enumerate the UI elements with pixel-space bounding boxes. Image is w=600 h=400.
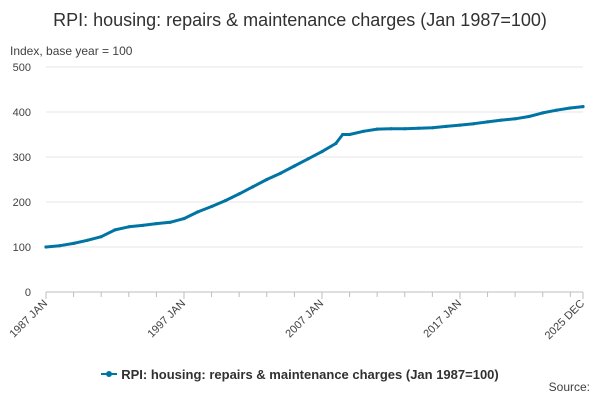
data-point bbox=[581, 105, 585, 109]
data-point bbox=[113, 228, 117, 232]
data-point bbox=[306, 157, 310, 161]
data-point bbox=[44, 245, 48, 249]
data-point bbox=[127, 225, 131, 229]
data-point bbox=[389, 127, 393, 131]
data-point bbox=[486, 120, 490, 124]
data-point bbox=[458, 123, 462, 127]
x-tick-label: 1997 JAN bbox=[145, 298, 188, 341]
legend-label: RPI: housing: repairs & maintenance char… bbox=[121, 366, 499, 382]
data-point bbox=[527, 114, 531, 119]
data-point bbox=[513, 117, 517, 121]
y-tick-label: 200 bbox=[13, 197, 31, 209]
legend[interactable]: RPI: housing: repairs & maintenance char… bbox=[0, 366, 600, 382]
data-point bbox=[196, 210, 200, 214]
x-tick-label: 2025 DEC bbox=[543, 298, 587, 342]
data-point bbox=[141, 223, 145, 227]
data-point bbox=[568, 106, 572, 110]
data-point bbox=[99, 235, 103, 239]
data-point bbox=[320, 150, 324, 154]
data-point bbox=[251, 185, 255, 189]
data-point bbox=[499, 118, 503, 122]
data-point bbox=[348, 132, 352, 137]
chart-title: RPI: housing: repairs & maintenance char… bbox=[53, 10, 547, 30]
data-point bbox=[58, 244, 62, 248]
data-point bbox=[361, 129, 365, 133]
data-point bbox=[182, 217, 186, 221]
data-point bbox=[72, 241, 76, 245]
source-label: Source: bbox=[548, 380, 590, 394]
y-tick-label: 500 bbox=[13, 62, 31, 74]
data-point bbox=[265, 177, 269, 182]
data-point bbox=[541, 111, 545, 115]
data-point bbox=[417, 126, 421, 130]
data-point bbox=[168, 220, 172, 224]
data-point bbox=[341, 132, 345, 137]
y-tick-label: 400 bbox=[13, 107, 31, 119]
legend-line-marker-icon bbox=[101, 370, 118, 378]
data-point bbox=[292, 164, 296, 168]
x-tick-label: 2007 JAN bbox=[283, 298, 326, 341]
y-tick-label: 0 bbox=[25, 287, 31, 299]
data-point bbox=[334, 141, 338, 146]
y-tick-label: 300 bbox=[13, 152, 31, 164]
data-point bbox=[223, 199, 227, 203]
data-point bbox=[210, 204, 214, 209]
legend-item[interactable]: RPI: housing: repairs & maintenance char… bbox=[101, 367, 499, 382]
data-point bbox=[444, 124, 448, 128]
data-point bbox=[237, 192, 241, 196]
x-tick-label: 1987 JAN bbox=[7, 298, 50, 341]
data-point bbox=[430, 126, 434, 130]
data-point bbox=[279, 171, 283, 175]
x-tick-label: 2017 JAN bbox=[421, 298, 464, 341]
y-axis-label: Index, base year = 100 bbox=[10, 44, 133, 58]
data-point bbox=[85, 238, 89, 242]
data-point bbox=[472, 122, 476, 126]
data-point bbox=[375, 127, 379, 131]
data-point bbox=[403, 127, 407, 131]
data-point bbox=[154, 222, 158, 226]
series-line bbox=[44, 105, 585, 249]
data-point bbox=[554, 108, 559, 112]
y-tick-label: 100 bbox=[13, 242, 31, 254]
